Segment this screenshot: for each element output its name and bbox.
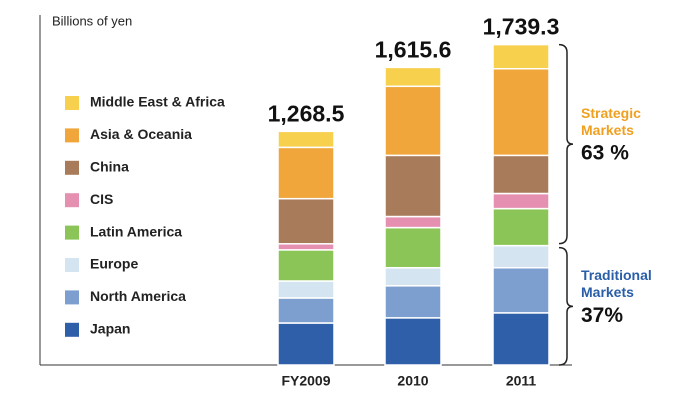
x-tick-label: 2010: [397, 373, 428, 389]
x-tick-label: 2011: [506, 373, 537, 389]
bar-segment: [492, 207, 550, 247]
legend-swatch: [65, 258, 79, 272]
bar-segment: [277, 322, 335, 366]
annotation-label: Markets: [581, 122, 634, 138]
annotation-label: Strategic: [581, 105, 641, 121]
bar-segment: [384, 85, 442, 157]
bar-segment: [492, 266, 550, 314]
bar-segment: [277, 249, 335, 282]
bracket: [558, 246, 574, 366]
bar-segment: [492, 192, 550, 210]
legend-swatch: [65, 322, 79, 337]
bar-segment: [492, 43, 550, 70]
legend-label: CIS: [90, 191, 113, 207]
bar-segment: [384, 226, 442, 269]
bar-segment: [277, 197, 335, 245]
legend-swatch: [65, 193, 79, 208]
bar-segment: [384, 285, 442, 319]
legend-label: Latin America: [90, 223, 182, 239]
bar-segment: [492, 244, 550, 269]
bar-segment: [492, 312, 550, 366]
bar-segment: [384, 266, 442, 287]
legend-label: China: [90, 159, 129, 175]
bar-segment: [492, 154, 550, 195]
legend-swatch: [65, 128, 79, 143]
bar-segment: [384, 154, 442, 218]
annotation-share: 37%: [581, 304, 623, 327]
annotation-label: Traditional: [581, 267, 652, 283]
annotation-share: 63 %: [581, 142, 629, 165]
bar-segment: [384, 317, 442, 366]
legend-swatch: [65, 290, 79, 305]
legend-label: Middle East & Africa: [90, 94, 225, 110]
legend-label: Asia & Oceania: [90, 126, 192, 142]
legend-label: Japan: [90, 321, 130, 337]
bar-segment: [277, 280, 335, 299]
bar-segment: [384, 66, 442, 88]
bar-segment: [277, 130, 335, 149]
total-label: 1,615.6: [375, 36, 452, 62]
annotation-label: Markets: [581, 284, 634, 300]
legend-label: North America: [90, 288, 186, 304]
legend-swatch: [65, 225, 79, 240]
bar-segment: [277, 243, 335, 251]
bar-segment: [277, 146, 335, 200]
total-label: 1,739.3: [483, 14, 560, 40]
legend-swatch: [65, 96, 79, 110]
bar-segment: [384, 215, 442, 229]
legend-label: Europe: [90, 256, 138, 272]
bar-segment: [492, 67, 550, 157]
total-label: 1,268.5: [268, 100, 345, 126]
bracket: [558, 43, 574, 245]
y-axis-label: Billions of yen: [52, 13, 132, 28]
legend-swatch: [65, 160, 79, 175]
x-tick-label: FY2009: [281, 373, 330, 389]
bar-segment: [277, 297, 335, 324]
